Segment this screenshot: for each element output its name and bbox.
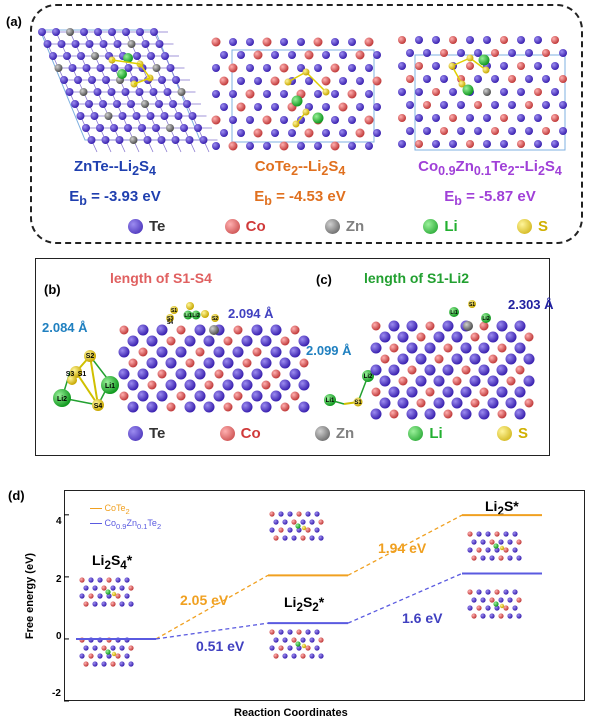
structure-title-cote2: CoTe2--Li2S4 bbox=[254, 158, 346, 178]
c-length-left: 2.099 Å bbox=[306, 343, 352, 358]
y-tick-neg2: -2 bbox=[52, 688, 61, 699]
s-atom-icon bbox=[496, 426, 512, 441]
series-legend-coznte2: Co0.9Zn0.1Te2 bbox=[90, 518, 161, 531]
eb-cote2: Eb = -4.53 eV bbox=[254, 188, 346, 208]
legend-bc-item-s: S bbox=[496, 425, 528, 442]
panel-a-tag: (a) bbox=[6, 14, 22, 29]
panel-a-frame bbox=[30, 4, 583, 244]
legend-bc: Te Co Zn Li S bbox=[128, 425, 528, 442]
zn-atom-icon bbox=[314, 426, 330, 441]
energy-label-0-51: 0.51 eV bbox=[196, 638, 245, 654]
title-s1-s4: length of S1-S4 bbox=[110, 270, 212, 286]
x-axis-label: Reaction Coordinates bbox=[234, 707, 348, 719]
eb-coznte2: Eb = -5.87 eV bbox=[444, 188, 536, 208]
legend-bc-item-zn: Zn bbox=[314, 425, 354, 442]
te-atom-icon bbox=[128, 219, 143, 234]
zn-atom-icon bbox=[324, 219, 340, 234]
legend-item-li: Li bbox=[423, 218, 458, 235]
panel-d-tag: (d) bbox=[8, 488, 25, 503]
series-legend-cote2: CoTe2 bbox=[90, 503, 130, 516]
energy-label-2-05: 2.05 eV bbox=[180, 592, 229, 608]
y-tick-4: 4 bbox=[56, 516, 62, 527]
legend-a: Te Co Zn Li S bbox=[128, 218, 548, 235]
s-atom-icon bbox=[516, 219, 532, 234]
co-atom-icon bbox=[219, 426, 235, 441]
state-label-li2s2: Li2S2* bbox=[284, 594, 325, 614]
energy-label-1-6: 1.6 eV bbox=[402, 610, 443, 626]
energy-plot-frame bbox=[64, 490, 585, 701]
state-label-li2s: Li2S* bbox=[485, 498, 519, 518]
te-atom-icon bbox=[128, 426, 143, 441]
li-atom-icon bbox=[423, 219, 439, 234]
legend-bc-item-li: Li bbox=[408, 425, 443, 442]
energy-label-1-94: 1.94 eV bbox=[378, 540, 427, 556]
b-length-left: 2.084 Å bbox=[42, 320, 88, 335]
legend-bc-item-co: Co bbox=[219, 425, 261, 442]
panel-b-tag: (b) bbox=[44, 282, 61, 297]
li-atom-icon bbox=[408, 426, 424, 441]
y-tick-2: 2 bbox=[56, 574, 62, 585]
c-length-right: 2.303 Å bbox=[508, 297, 554, 312]
panel-c-tag: (c) bbox=[316, 272, 332, 287]
eb-znte: Eb = -3.93 eV bbox=[69, 188, 161, 208]
legend-item-co: Co bbox=[224, 218, 266, 235]
title-s1-li2: length of S1-Li2 bbox=[364, 270, 469, 286]
state-label-li2s4: Li2S4* bbox=[92, 552, 133, 572]
legend-item-zn: Zn bbox=[324, 218, 364, 235]
legend-item-te: Te bbox=[128, 218, 165, 235]
y-axis-label: Free energy (eV) bbox=[24, 552, 36, 640]
structure-title-znte: ZnTe--Li2S4 bbox=[74, 158, 156, 178]
legend-bc-item-te: Te bbox=[128, 425, 165, 442]
structure-title-coznte2: Co0.9Zn0.1Te2--Li2S4 bbox=[418, 158, 562, 178]
b-length-right: 2.094 Å bbox=[228, 306, 274, 321]
co-atom-icon bbox=[224, 219, 240, 234]
panel-bc-frame bbox=[35, 258, 550, 456]
legend-item-s: S bbox=[516, 218, 548, 235]
y-tick-0: 0 bbox=[56, 631, 62, 642]
